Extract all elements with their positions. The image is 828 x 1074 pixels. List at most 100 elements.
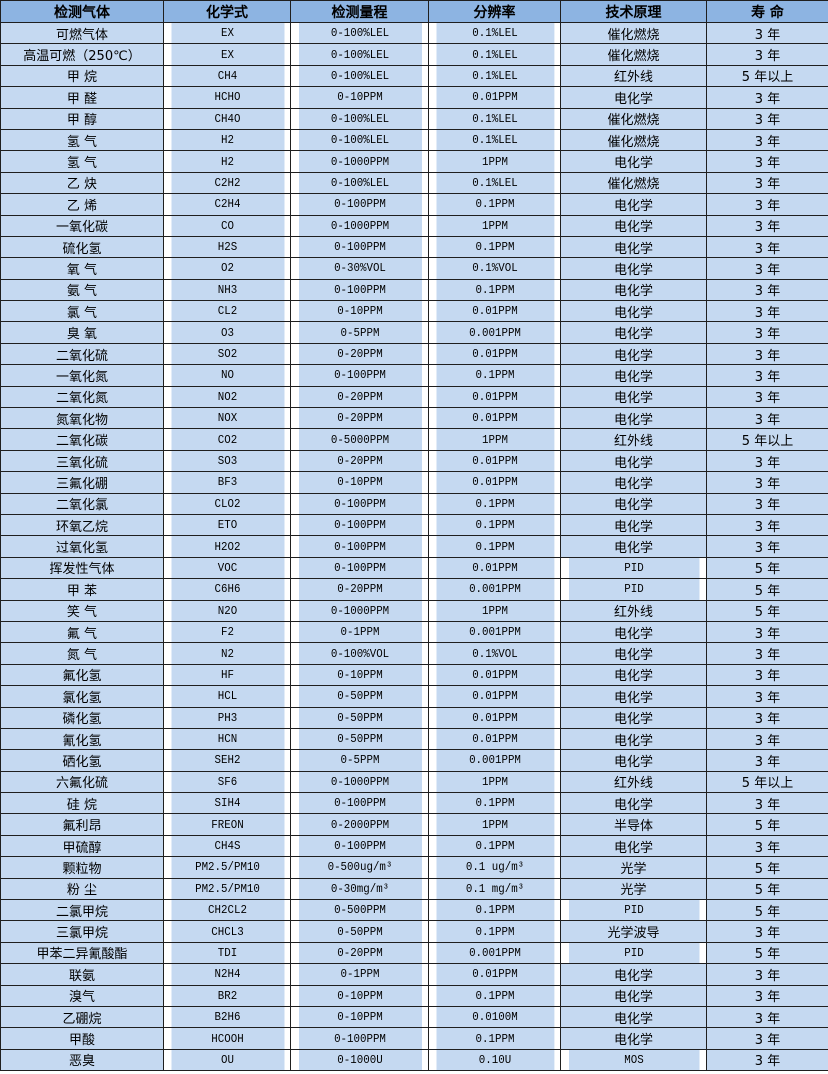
lifespan-cell: 3 年 xyxy=(706,663,828,687)
resolution-cell: 0.01PPM xyxy=(434,663,555,687)
range-cell: 0-1000PPM xyxy=(296,214,423,237)
principle-cell: PID xyxy=(567,899,700,922)
range-cell: 0-1000PPM xyxy=(296,599,423,622)
table-row: 氧 气 O2 0-30%VOL 0.1%VOL 电化学 3 年 xyxy=(0,257,828,280)
table-row: 联氨 N2H4 0-1PPM 0.01PPM 电化学 3 年 xyxy=(0,963,828,986)
header-principle: 技术原理 xyxy=(560,0,707,23)
resolution-cell: 1PPM xyxy=(434,770,555,794)
principle-cell: 电化学 xyxy=(560,685,707,708)
range-cell: 0-100PPM xyxy=(296,193,423,216)
table-row: 氰化氢 HCN 0-50PPM 0.01PPM 电化学 3 年 xyxy=(0,727,828,751)
gas-cell: 挥发性气体 xyxy=(0,556,164,580)
principle-cell: 催化燃烧 xyxy=(560,43,707,66)
lifespan-cell: 3 年 xyxy=(706,278,828,302)
lifespan-cell: 3 年 xyxy=(706,920,828,943)
gas-cell: 甲硫醇 xyxy=(0,834,164,858)
resolution-cell: 0.01PPM xyxy=(434,963,555,986)
formula-cell: PM2.5/PM10 xyxy=(169,856,285,879)
gas-cell: 三氧化硫 xyxy=(0,449,164,473)
gas-cell: 氨 气 xyxy=(0,278,164,302)
range-cell: 0-100PPM xyxy=(296,792,423,815)
principle-cell: 电化学 xyxy=(560,963,707,986)
range-cell: 0-50PPM xyxy=(296,706,423,729)
table-row: 挥发性气体 VOC 0-100PPM 0.01PPM PID 5 年 xyxy=(0,556,828,580)
resolution-cell: 0.1PPM xyxy=(434,492,555,515)
range-cell: 0-20PPM xyxy=(296,578,423,601)
header-range: 检测量程 xyxy=(290,0,429,23)
range-cell: 0-100%LEL xyxy=(296,21,423,45)
header-lifespan: 寿 命 xyxy=(706,0,828,23)
lifespan-cell: 5 年 xyxy=(706,856,828,879)
gas-cell: 氢 气 xyxy=(0,128,164,152)
principle-cell: 电化学 xyxy=(560,471,707,494)
gas-cell: 三氟化硼 xyxy=(0,471,164,494)
gas-cell: 二氧化氮 xyxy=(0,385,164,409)
lifespan-cell: 3 年 xyxy=(706,107,828,130)
range-cell: 0-100%LEL xyxy=(296,64,423,88)
gas-cell: 甲苯二异氰酸酯 xyxy=(0,941,164,965)
table-row: 甲硫醇 CH4S 0-100PPM 0.1PPM 电化学 3 年 xyxy=(0,834,828,858)
resolution-cell: 0.01PPM xyxy=(434,342,555,366)
table-row: 二氧化氮 NO2 0-20PPM 0.01PPM 电化学 3 年 xyxy=(0,385,828,409)
lifespan-cell: 3 年 xyxy=(706,834,828,858)
lifespan-cell: 3 年 xyxy=(706,642,828,665)
lifespan-cell: 5 年 xyxy=(706,599,828,622)
resolution-cell: 0.1%LEL xyxy=(434,64,555,88)
resolution-cell: 0.10U xyxy=(434,1048,555,1072)
principle-cell: 电化学 xyxy=(560,257,707,280)
range-cell: 0-2000PPM xyxy=(296,813,423,836)
range-cell: 0-500ug/m³ xyxy=(296,856,423,879)
gas-cell: 硒化氢 xyxy=(0,749,164,772)
formula-cell: NOX xyxy=(169,407,285,430)
range-cell: 0-100PPM xyxy=(296,556,423,580)
lifespan-cell: 5 年以上 xyxy=(706,770,828,794)
range-cell: 0-100%LEL xyxy=(296,43,423,66)
formula-cell: C6H6 xyxy=(169,578,285,601)
principle-cell: 光学 xyxy=(560,877,707,901)
range-cell: 0-100PPM xyxy=(296,278,423,302)
resolution-cell: 0.1%LEL xyxy=(434,107,555,130)
resolution-cell: 0.01PPM xyxy=(434,449,555,473)
table-row: 氯化氢 HCL 0-50PPM 0.01PPM 电化学 3 年 xyxy=(0,685,828,708)
gas-cell: 环氧乙烷 xyxy=(0,513,164,537)
formula-cell: SIH4 xyxy=(169,792,285,815)
gas-cell: 颗粒物 xyxy=(0,856,164,879)
table-row: 二氯甲烷 CH2CL2 0-500PPM 0.1PPM PID 5 年 xyxy=(0,899,828,922)
lifespan-cell: 3 年 xyxy=(706,984,828,1007)
principle-cell: 电化学 xyxy=(560,727,707,751)
gas-cell: 高温可燃（250℃） xyxy=(0,43,164,66)
table-row: 磷化氢 PH3 0-50PPM 0.01PPM 电化学 3 年 xyxy=(0,706,828,729)
principle-cell: 电化学 xyxy=(560,834,707,858)
principle-cell: 电化学 xyxy=(560,535,707,558)
principle-cell: 电化学 xyxy=(560,214,707,237)
table-row: 氟利昂 FREON 0-2000PPM 1PPM 半导体 5 年 xyxy=(0,813,828,836)
resolution-cell: 1PPM xyxy=(434,599,555,622)
gas-cell: 氟化氢 xyxy=(0,663,164,687)
formula-cell: FREON xyxy=(169,813,285,836)
range-cell: 0-50PPM xyxy=(296,685,423,708)
lifespan-cell: 3 年 xyxy=(706,1027,828,1050)
range-cell: 0-5PPM xyxy=(296,749,423,772)
resolution-cell: 0.1%LEL xyxy=(434,171,555,195)
range-cell: 0-1PPM xyxy=(296,963,423,986)
lifespan-cell: 3 年 xyxy=(706,150,828,173)
range-cell: 0-1000PPM xyxy=(296,770,423,794)
principle-cell: 电化学 xyxy=(560,300,707,323)
range-cell: 0-30%VOL xyxy=(296,257,423,280)
lifespan-cell: 3 年 xyxy=(706,471,828,494)
resolution-cell: 0.1PPM xyxy=(434,899,555,922)
principle-cell: 光学 xyxy=(560,856,707,879)
resolution-cell: 0.1PPM xyxy=(434,193,555,216)
formula-cell: NO xyxy=(169,364,285,387)
lifespan-cell: 3 年 xyxy=(706,620,828,644)
formula-cell: VOC xyxy=(169,556,285,580)
resolution-cell: 0.01PPM xyxy=(434,706,555,729)
table-row: 乙硼烷 B2H6 0-10PPM 0.0100M 电化学 3 年 xyxy=(0,1005,828,1029)
formula-cell: BR2 xyxy=(169,984,285,1007)
principle-cell: 电化学 xyxy=(560,86,707,109)
range-cell: 0-50PPM xyxy=(296,920,423,943)
gas-cell: 过氧化氢 xyxy=(0,535,164,558)
table-row: 氨 气 NH3 0-100PPM 0.1PPM 电化学 3 年 xyxy=(0,278,828,302)
lifespan-cell: 3 年 xyxy=(706,449,828,473)
range-cell: 0-100PPM xyxy=(296,1027,423,1050)
